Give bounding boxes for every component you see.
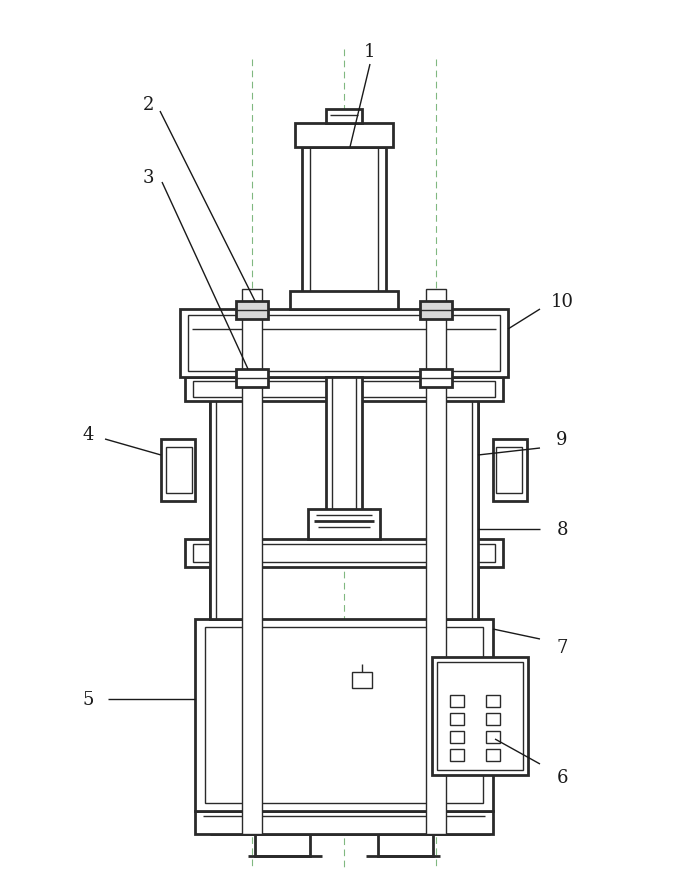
Text: 4: 4 (83, 426, 94, 443)
Bar (420, 370, 452, 387)
Bar (236, 370, 268, 387)
Bar (185, 539, 503, 567)
Bar (326, 110, 362, 124)
Bar (195, 619, 493, 811)
Bar (426, 290, 446, 834)
Bar (443, 379, 478, 619)
Bar (166, 448, 192, 493)
Text: 9: 9 (557, 430, 568, 449)
Bar (210, 379, 245, 619)
Bar (210, 379, 245, 619)
Bar (302, 148, 386, 310)
Bar (450, 749, 464, 761)
Text: 1: 1 (364, 43, 376, 61)
Bar (188, 315, 500, 371)
Bar (437, 662, 523, 770)
Bar (180, 310, 508, 378)
Bar (378, 834, 433, 856)
Bar (493, 440, 527, 501)
Bar (255, 834, 310, 856)
Bar (290, 291, 398, 310)
Bar (496, 448, 522, 493)
Bar (486, 749, 500, 761)
Text: 10: 10 (550, 292, 574, 311)
Bar (185, 378, 503, 401)
Text: 7: 7 (557, 638, 568, 656)
Bar (352, 673, 372, 688)
Bar (432, 658, 528, 775)
Bar (486, 695, 500, 707)
Bar (420, 302, 452, 320)
Bar (450, 695, 464, 707)
Bar (450, 713, 464, 725)
Bar (295, 124, 393, 148)
Bar (308, 509, 380, 539)
Bar (205, 627, 483, 803)
Text: 2: 2 (142, 96, 153, 114)
Bar (486, 731, 500, 743)
Text: 8: 8 (557, 521, 568, 538)
Bar (326, 378, 362, 539)
Bar (161, 440, 195, 501)
Bar (195, 811, 493, 834)
Bar (236, 302, 268, 320)
Text: 6: 6 (557, 768, 568, 786)
Bar (193, 382, 495, 398)
Bar (193, 544, 495, 563)
Bar (486, 713, 500, 725)
Bar (450, 731, 464, 743)
Bar (242, 290, 262, 834)
Text: 3: 3 (142, 169, 153, 187)
Text: 5: 5 (83, 690, 94, 709)
Bar (443, 379, 478, 619)
